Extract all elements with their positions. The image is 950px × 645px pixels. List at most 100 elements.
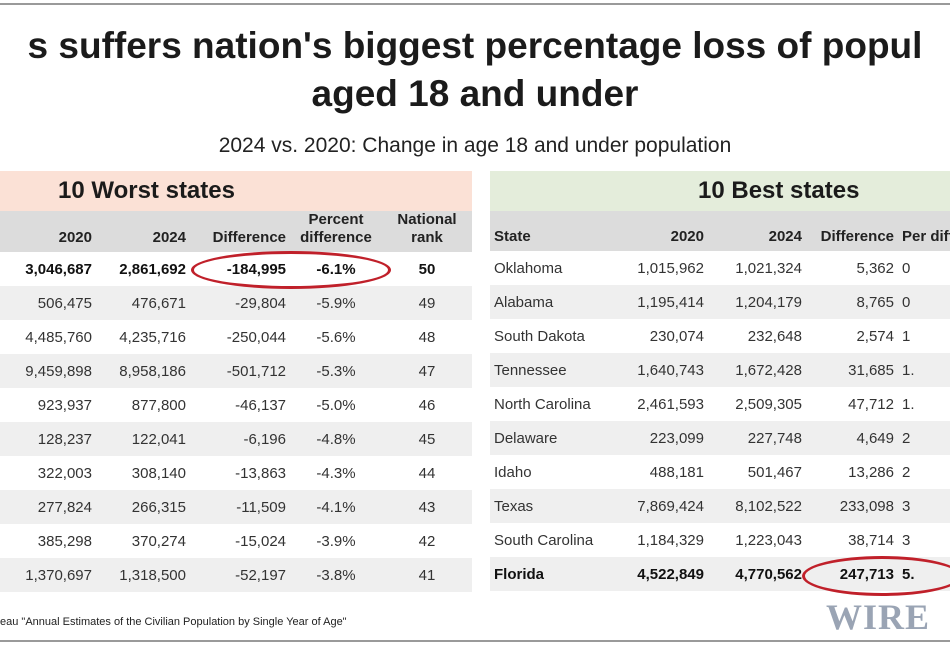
col-2024: 2024 — [152, 229, 186, 246]
col-national-rank: National rank — [397, 211, 457, 246]
table-cell: 2,461,593 — [637, 395, 704, 413]
table-cell: 50 — [418, 260, 436, 278]
table-cell: 48 — [418, 328, 436, 346]
table-row: Tennessee 1,640,743 1,672,428 31,685 1. — [490, 353, 950, 387]
table-cell: -4.8% — [316, 430, 356, 448]
table-row: South Dakota 230,074 232,648 2,574 1 — [490, 319, 950, 353]
table-cell: -3.9% — [316, 532, 356, 550]
table-row: Alabama 1,195,414 1,204,179 8,765 0 — [490, 285, 950, 319]
table-cell: 47 — [418, 362, 436, 380]
table-cell: 2 — [902, 429, 911, 447]
best-states-panel: 10 Best states State 2020 2024 Differenc… — [490, 171, 950, 591]
table-row: North Carolina 2,461,593 2,509,305 47,712 1. — [490, 387, 950, 421]
table-cell: 8,765 — [856, 293, 894, 311]
table-cell: 1. — [902, 361, 915, 379]
table-cell: 8,958,186 — [119, 362, 186, 380]
table-cell: 4,649 — [856, 429, 894, 447]
col-percent-difference: Percent difference — [300, 211, 372, 246]
page-title: s suffers nation's biggest percentage lo… — [0, 22, 950, 118]
table-cell: Florida — [494, 565, 545, 583]
table-cell: 232,648 — [747, 327, 802, 345]
table-cell: 41 — [418, 566, 436, 584]
table-cell: 4,770,562 — [735, 565, 802, 583]
best-states-heading: 10 Best states — [490, 171, 950, 211]
col-2020: 2020 — [670, 228, 704, 245]
best-states-table: State 2020 2024 Difference Per diffe Okl… — [490, 211, 950, 591]
table-cell: 1,184,329 — [637, 531, 704, 549]
table-cell: -250,044 — [226, 328, 286, 346]
table-cell: 227,748 — [747, 429, 802, 447]
table-cell: 45 — [418, 430, 436, 448]
col-2020: 2020 — [58, 229, 92, 246]
table-cell: 3,046,687 — [25, 260, 92, 278]
table-cell: -501,712 — [226, 362, 286, 380]
worst-header-row: 2020 2024 Difference Percent difference … — [0, 211, 472, 252]
col-difference: Difference — [212, 229, 286, 246]
panel-gap — [472, 171, 490, 593]
table-cell: 13,286 — [848, 463, 894, 481]
table-cell: North Carolina — [494, 395, 591, 413]
table-row: 9,459,898 8,958,186 -501,712 -5.3% 47 — [0, 354, 472, 388]
top-border — [0, 3, 950, 5]
col-state: State — [494, 228, 531, 245]
table-cell: 4,235,716 — [119, 328, 186, 346]
table-cell: -5.3% — [316, 362, 356, 380]
highlight-ellipse-best — [802, 556, 950, 596]
table-cell: 0 — [902, 293, 911, 311]
table-row: Delaware 223,099 227,748 4,649 2 — [490, 421, 950, 455]
col-2024: 2024 — [768, 228, 802, 245]
table-cell: 5,362 — [856, 259, 894, 277]
table-cell: 322,003 — [37, 464, 92, 482]
worst-states-panel: 10 Worst states 2020 2024 Difference Per… — [0, 171, 472, 592]
table-cell: 1,021,324 — [735, 259, 802, 277]
table-cell: 43 — [418, 498, 436, 516]
table-cell: -13,863 — [235, 464, 286, 482]
table-cell: 370,274 — [131, 532, 186, 550]
table-cell: 38,714 — [848, 531, 894, 549]
table-cell: Delaware — [494, 429, 558, 447]
table-cell: South Dakota — [494, 327, 585, 345]
table-cell: 122,041 — [131, 430, 186, 448]
table-row: 277,824 266,315 -11,509 -4.1% 43 — [0, 490, 472, 524]
table-cell: 1,195,414 — [637, 293, 704, 311]
table-row: 4,485,760 4,235,716 -250,044 -5.6% 48 — [0, 320, 472, 354]
table-cell: 9,459,898 — [25, 362, 92, 380]
table-cell: 0 — [902, 259, 911, 277]
table-cell: 1,318,500 — [119, 566, 186, 584]
table-cell: -15,024 — [235, 532, 286, 550]
table-cell: 266,315 — [131, 498, 186, 516]
table-cell: -6,196 — [243, 430, 286, 448]
table-cell: -5.6% — [316, 328, 356, 346]
title-line-1: s suffers nation's biggest percentage lo… — [27, 25, 923, 66]
table-row: Oklahoma 1,015,962 1,021,324 5,362 0 — [490, 251, 950, 285]
table-cell: South Carolina — [494, 531, 594, 549]
bottom-border — [0, 640, 950, 642]
table-cell: 1,370,697 — [25, 566, 92, 584]
table-cell: 4,522,849 — [637, 565, 704, 583]
table-cell: 2,861,692 — [119, 260, 186, 278]
table-cell: Alabama — [494, 293, 554, 311]
table-cell: 223,099 — [649, 429, 704, 447]
worst-states-heading: 10 Worst states — [0, 171, 472, 211]
table-row: 322,003 308,140 -13,863 -4.3% 44 — [0, 456, 472, 490]
table-cell: Idaho — [494, 463, 532, 481]
table-cell: 277,824 — [37, 498, 92, 516]
table-cell: 7,869,424 — [637, 497, 704, 515]
table-cell: 1,015,962 — [637, 259, 704, 277]
table-cell: 233,098 — [839, 497, 894, 515]
table-row: 128,237 122,041 -6,196 -4.8% 45 — [0, 422, 472, 456]
table-cell: -5.9% — [316, 294, 356, 312]
table-cell: 1. — [902, 395, 915, 413]
table-cell: 42 — [418, 532, 436, 550]
table-cell: 501,467 — [747, 463, 802, 481]
table-cell: Oklahoma — [494, 259, 563, 277]
table-cell: 1,672,428 — [735, 361, 802, 379]
table-cell: Texas — [494, 497, 534, 515]
highlight-ellipse-worst — [191, 251, 391, 289]
table-cell: 46 — [418, 396, 436, 414]
title-line-2: aged 18 and under — [311, 73, 639, 114]
table-cell: -4.3% — [316, 464, 356, 482]
table-cell: -3.8% — [316, 566, 356, 584]
table-cell: 1,204,179 — [735, 293, 802, 311]
table-cell: -29,804 — [235, 294, 286, 312]
